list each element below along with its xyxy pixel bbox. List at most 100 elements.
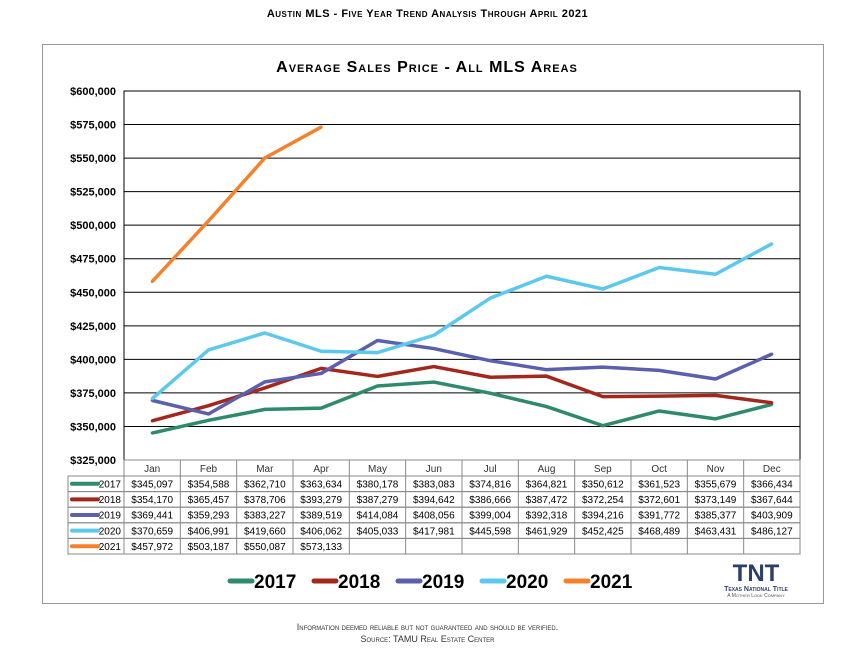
table-cell: $366,434 — [751, 480, 793, 491]
y-tick-label: $575,000 — [70, 120, 116, 132]
table-cell: $359,293 — [188, 511, 230, 522]
table-cell: $452,425 — [582, 526, 624, 537]
table-cell: $408,056 — [413, 511, 455, 522]
y-tick-label: $450,000 — [70, 287, 116, 299]
table-cell: $461,929 — [526, 526, 568, 537]
table-series-name: 2020 — [99, 526, 122, 537]
table-cell: $503,187 — [188, 542, 230, 553]
table-series-name: 2018 — [99, 495, 122, 506]
data-point — [714, 417, 717, 421]
data-point — [545, 274, 548, 278]
table-cell: $550,087 — [244, 542, 286, 553]
y-tick-label: $525,000 — [70, 187, 116, 199]
y-tick-label: $500,000 — [70, 220, 116, 232]
data-point — [263, 156, 267, 160]
table-series-name: 2017 — [99, 480, 122, 491]
series-line-2020 — [151, 242, 773, 401]
x-tick-label: Nov — [707, 464, 725, 475]
data-point — [319, 349, 323, 353]
data-point — [545, 405, 548, 409]
table-cell: $414,084 — [357, 511, 399, 522]
data-point — [545, 368, 548, 372]
logo-mark: TNT — [732, 560, 780, 587]
table-cell: $486,127 — [751, 526, 793, 537]
table-cell: $392,318 — [526, 511, 568, 522]
table-cell: $374,816 — [469, 480, 511, 491]
tnt-logo: TNT Texas National Title A Mother Lode C… — [700, 560, 812, 600]
data-point — [263, 386, 267, 390]
chart-frame — [42, 44, 824, 604]
legend-label: 2019 — [422, 572, 464, 593]
y-tick-label: $475,000 — [70, 254, 116, 266]
table-cell: $457,972 — [131, 542, 173, 553]
series-line-2019 — [151, 338, 773, 416]
data-point — [263, 380, 267, 384]
table-cell: $391,772 — [638, 511, 680, 522]
data-point — [545, 374, 548, 378]
data-point — [207, 418, 210, 422]
data-point — [263, 407, 267, 411]
table-cell: $373,149 — [695, 495, 737, 506]
table-cell: $387,279 — [357, 495, 399, 506]
data-point — [601, 365, 605, 369]
data-point — [319, 406, 323, 410]
table-cell: $362,710 — [244, 480, 286, 491]
table-cell: $419,660 — [244, 526, 286, 537]
x-tick-label: Jul — [484, 464, 497, 475]
x-tick-label: Aug — [538, 464, 556, 475]
data-point — [432, 365, 436, 369]
data-point — [770, 352, 774, 356]
data-point — [207, 348, 210, 352]
table-cell: $445,598 — [469, 526, 511, 537]
y-tick-label: $400,000 — [70, 354, 116, 366]
table-cell: $380,178 — [357, 480, 399, 491]
data-point — [488, 359, 492, 363]
x-tick-label: Apr — [313, 464, 329, 475]
page-title: Austin MLS - Five Year Trend Analysis Th… — [266, 8, 589, 20]
y-tick-label: $425,000 — [70, 321, 116, 333]
series-line-2017 — [151, 380, 773, 435]
x-tick-label: Dec — [763, 464, 781, 475]
data-point — [488, 375, 492, 379]
table-cell: $372,601 — [638, 495, 680, 506]
table-cell: $573,133 — [300, 542, 342, 553]
data-point — [770, 242, 774, 246]
table-cell: $406,991 — [188, 526, 230, 537]
data-point — [432, 380, 436, 384]
legend-label: 2018 — [338, 572, 380, 593]
table-cell: $350,612 — [582, 480, 624, 491]
table-cell: $383,083 — [413, 480, 455, 491]
table-cell: $363,634 — [300, 480, 342, 491]
data-point — [150, 431, 154, 435]
table-cell: $385,377 — [695, 511, 737, 522]
data-point — [714, 272, 717, 276]
table-cell: $405,033 — [357, 526, 399, 537]
table-cell: $387,472 — [526, 495, 568, 506]
legend-label: 2021 — [590, 572, 633, 593]
x-tick-label: Jan — [144, 464, 160, 475]
logo-tagline: A Mother Lode Company — [727, 593, 785, 599]
table-cell: $417,981 — [413, 526, 455, 537]
table-cell: $365,457 — [188, 495, 230, 506]
data-point — [319, 371, 323, 375]
data-point — [207, 219, 210, 223]
legend-label: 2020 — [506, 572, 548, 593]
table-cell: $399,004 — [469, 511, 511, 522]
data-point — [376, 351, 379, 355]
table-cell: $386,666 — [469, 495, 511, 506]
chart-title: Average Sales Price - All MLS Areas — [276, 59, 578, 76]
data-point — [376, 384, 379, 388]
table-cell: $393,279 — [300, 495, 342, 506]
table-row — [67, 537, 801, 555]
table-cell: $361,523 — [638, 480, 680, 491]
data-point — [432, 333, 436, 337]
table-cell: $369,441 — [131, 511, 173, 522]
data-point — [488, 296, 492, 300]
data-point — [319, 125, 323, 129]
data-point — [376, 338, 379, 342]
data-point — [601, 395, 605, 399]
data-point — [714, 377, 717, 381]
table-cell: $355,679 — [695, 480, 737, 491]
table-cell: $372,254 — [582, 495, 624, 506]
